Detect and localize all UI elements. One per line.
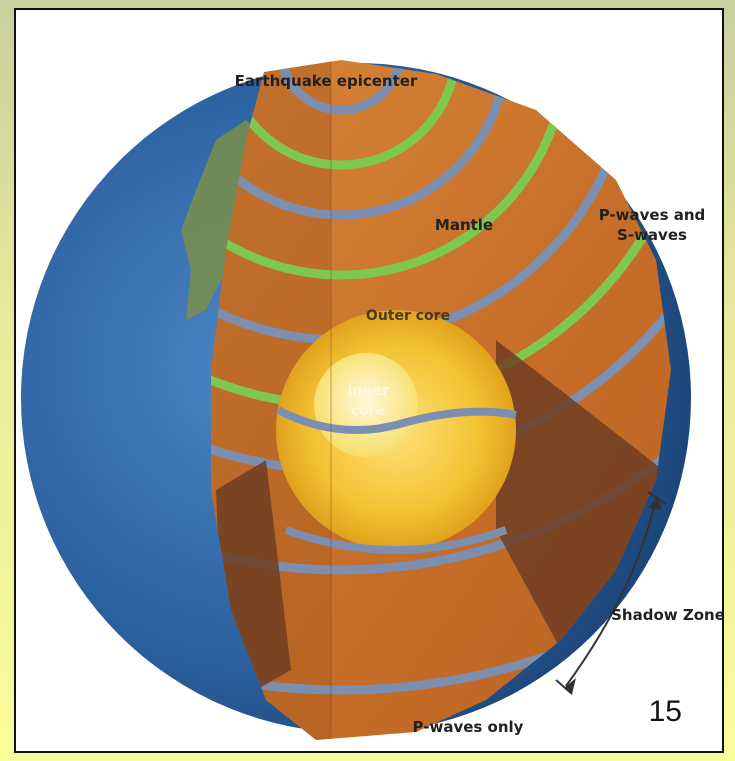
label-inner-core-2: core <box>351 403 385 419</box>
page-number: 15 <box>648 695 682 728</box>
label-mantle: Mantle <box>435 216 493 234</box>
label-inner-core-1: Inner <box>347 383 389 399</box>
label-outer-core: Outer core <box>366 308 450 324</box>
label-epicenter: Earthquake epicenter <box>235 72 418 90</box>
label-p-and-s-waves-1: P-waves and <box>599 206 706 224</box>
earth-cutaway-diagram: Earthquake epicenter Mantle P-waves and … <box>21 60 724 740</box>
label-p-waves-only: P-waves only <box>413 718 524 736</box>
label-shadow-zone: Shadow Zone <box>611 606 724 624</box>
slide-frame: Earthquake epicenter Mantle P-waves and … <box>14 8 724 753</box>
shadow-zone-arrow <box>555 491 667 695</box>
label-p-and-s-waves-2: S-waves <box>617 226 687 244</box>
